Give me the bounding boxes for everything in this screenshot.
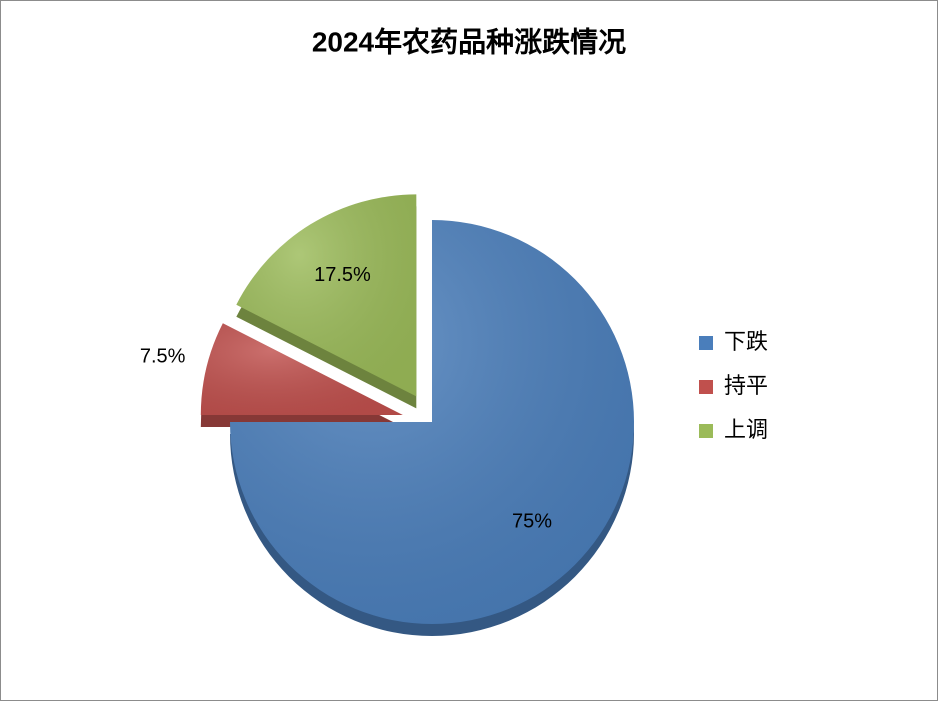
slice-shine [230,220,634,624]
pie: 75% 7.5% 17.5% [140,194,634,636]
data-label: 7.5% [140,346,186,368]
data-label: 17.5% [314,264,371,286]
legend-swatch [699,424,713,438]
legend-label: 持平 [724,373,768,398]
slice-shine [200,323,403,415]
chart-title: 2024年农药品种涨跌情况 [312,25,626,57]
legend-label: 下跌 [724,329,768,354]
data-label: 75% [512,510,552,532]
legend-label: 上调 [724,417,768,442]
slice-shine [236,194,417,397]
legend-swatch [699,380,713,394]
legend-swatch [699,336,713,350]
